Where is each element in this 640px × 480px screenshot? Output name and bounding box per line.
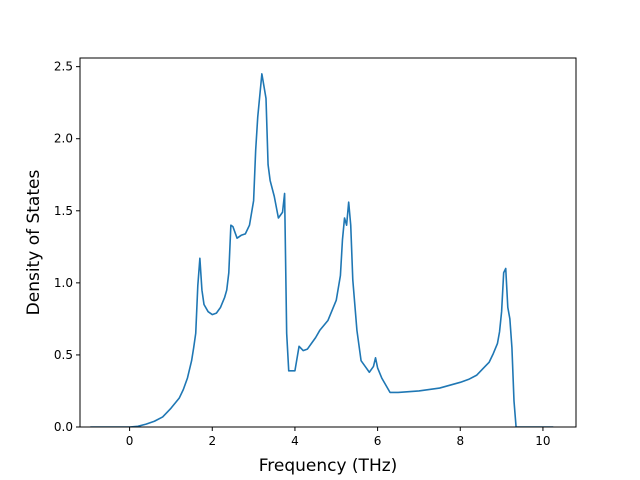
plot-area — [90, 73, 554, 427]
axis-ticks: 0 2 4 6 8 10 0.0 0.5 1.0 1.5 2.0 2.5 — [54, 60, 551, 448]
y-tick-label: 2.0 — [54, 132, 73, 146]
y-tick-label: 2.5 — [54, 60, 73, 74]
x-tick-label: 8 — [456, 434, 464, 448]
x-tick-label: 4 — [291, 434, 299, 448]
y-axis-label: Density of States — [24, 170, 44, 316]
x-tick-label: 2 — [208, 434, 216, 448]
x-tick-label: 10 — [535, 434, 550, 448]
plot-frame — [79, 57, 577, 428]
y-tick-label: 1.0 — [54, 276, 73, 290]
x-axis-label: Frequency (THz) — [259, 456, 398, 476]
y-tick-label: 0.0 — [54, 420, 73, 434]
dos-series-line — [90, 73, 554, 427]
x-tick-label: 6 — [374, 434, 382, 448]
y-tick-label: 0.5 — [54, 348, 73, 362]
x-tick-label: 0 — [126, 434, 134, 448]
y-tick-label: 1.5 — [54, 204, 73, 218]
